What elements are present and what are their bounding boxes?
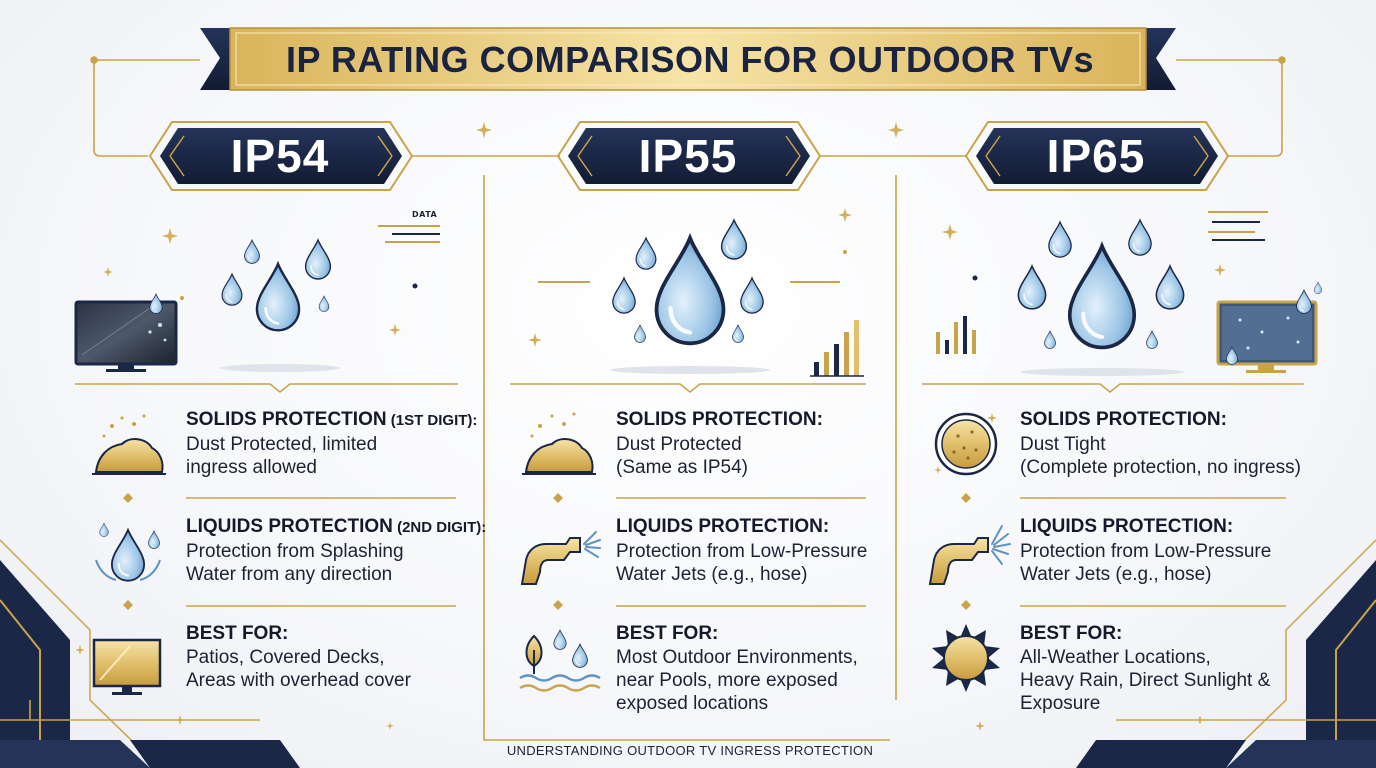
liquids-line2: Water Jets (e.g., hose) [616,564,808,585]
water-drops-ip65 [1017,219,1185,376]
dust-pile-icon-ip55 [522,412,596,475]
solids-line1: Dust Tight [1020,434,1106,455]
title-banner [200,27,1176,91]
liquids-line2: Water from any direction [186,564,393,585]
solids-protection-ip55: SOLIDS PROTECTION: Dust Protected (Same … [616,408,823,479]
solids-protection-ip54: SOLIDS PROTECTION (1ST DIGIT): Dust Prot… [186,408,477,479]
best-heading: BEST FOR: [1020,623,1123,644]
solids-heading: SOLIDS PROTECTION: [616,409,823,430]
solids-line1: Dust Protected, limited [186,434,378,455]
bar-chart-icon [810,316,976,377]
water-drops-ip55 [610,219,770,374]
best-line1: Patios, Covered Decks, [186,647,385,668]
liquids-protection-ip54: LIQUIDS PROTECTION (2ND DIGIT): Protecti… [186,515,486,586]
best-line2: near Pools, more exposed [616,670,838,691]
best-line2: Areas with overhead cover [186,670,411,691]
data-tag: DATA [412,210,438,219]
page-title: IP RATING COMPARISON FOR OUTDOOR TVs [285,39,1095,80]
rating-badge-ip54: IP54 [230,130,330,182]
best-heading: BEST FOR: [616,623,719,644]
rating-badge-ip65: IP65 [1046,130,1146,182]
liquids-heading: LIQUIDS PROTECTION: [616,516,830,537]
solids-note: (1ST DIGIT): [386,412,478,429]
footer-caption: UNDERSTANDING OUTDOOR TV INGRESS PROTECT… [506,743,874,758]
best-line3: exposed locations [616,693,769,714]
frame-lines [29,56,1286,741]
solids-line2: (Same as IP54) [616,457,748,478]
best-heading: BEST FOR: [186,623,289,644]
solids-protection-ip65: SOLIDS PROTECTION: Dust Tight (Complete … [1020,408,1301,479]
liquids-note: (2ND DIGIT): [392,519,487,536]
section-dividers [75,383,1304,607]
splash-drop-icon [95,522,161,582]
rating-badge-ip55: IP55 [638,130,738,182]
liquids-line1: Protection from Splashing [186,541,404,562]
dust-pile-icon [92,414,166,475]
sun-icon [932,624,1000,692]
best-line3: Exposure [1020,693,1101,714]
solids-heading: SOLIDS PROTECTION: [1020,409,1227,430]
sealed-disc-icon [934,412,998,476]
best-line2: Heavy Rain, Direct Sunlight & [1020,670,1271,691]
water-drops-ip54 [220,239,340,372]
best-line1: All-Weather Locations, [1020,647,1211,668]
liquids-line1: Protection from Low-Pressure [1020,541,1272,562]
solids-line2: (Complete protection, no ingress) [1020,457,1301,478]
hose-nozzle-icon-ip65 [928,525,1011,585]
badge-frames [148,121,1230,191]
data-lines-icon [378,211,1268,283]
solids-line1: Dust Protected [616,434,742,455]
liquids-line2: Water Jets (e.g., hose) [1020,564,1212,585]
liquids-heading: LIQUIDS PROTECTION [186,516,393,537]
best-for-ip65: BEST FOR: All-Weather Locations, Heavy R… [1020,622,1270,715]
hose-nozzle-icon-ip55 [520,531,601,585]
liquids-line1: Protection from Low-Pressure [616,541,868,562]
best-line1: Most Outdoor Environments, [616,647,858,668]
liquids-protection-ip65: LIQUIDS PROTECTION: Protection from Low-… [1020,515,1271,586]
best-for-ip55: BEST FOR: Most Outdoor Environments, nea… [616,622,858,715]
solids-heading: SOLIDS PROTECTION [186,409,387,430]
covered-tv-icon [92,638,162,695]
pool-outdoor-icon [519,629,601,692]
corner-ornament-right [1076,539,1376,768]
liquids-protection-ip55: LIQUIDS PROTECTION: Protection from Low-… [616,515,867,586]
liquids-heading: LIQUIDS PROTECTION: [1020,516,1234,537]
corner-ornament-left [0,539,300,768]
solids-line2: ingress allowed [186,457,317,478]
tv-icon-right [1216,281,1322,373]
sparkle-icons [75,122,1226,731]
tv-icon-left [74,293,178,372]
divider-diamonds [123,493,971,610]
best-for-ip54: BEST FOR: Patios, Covered Decks, Areas w… [186,622,411,692]
